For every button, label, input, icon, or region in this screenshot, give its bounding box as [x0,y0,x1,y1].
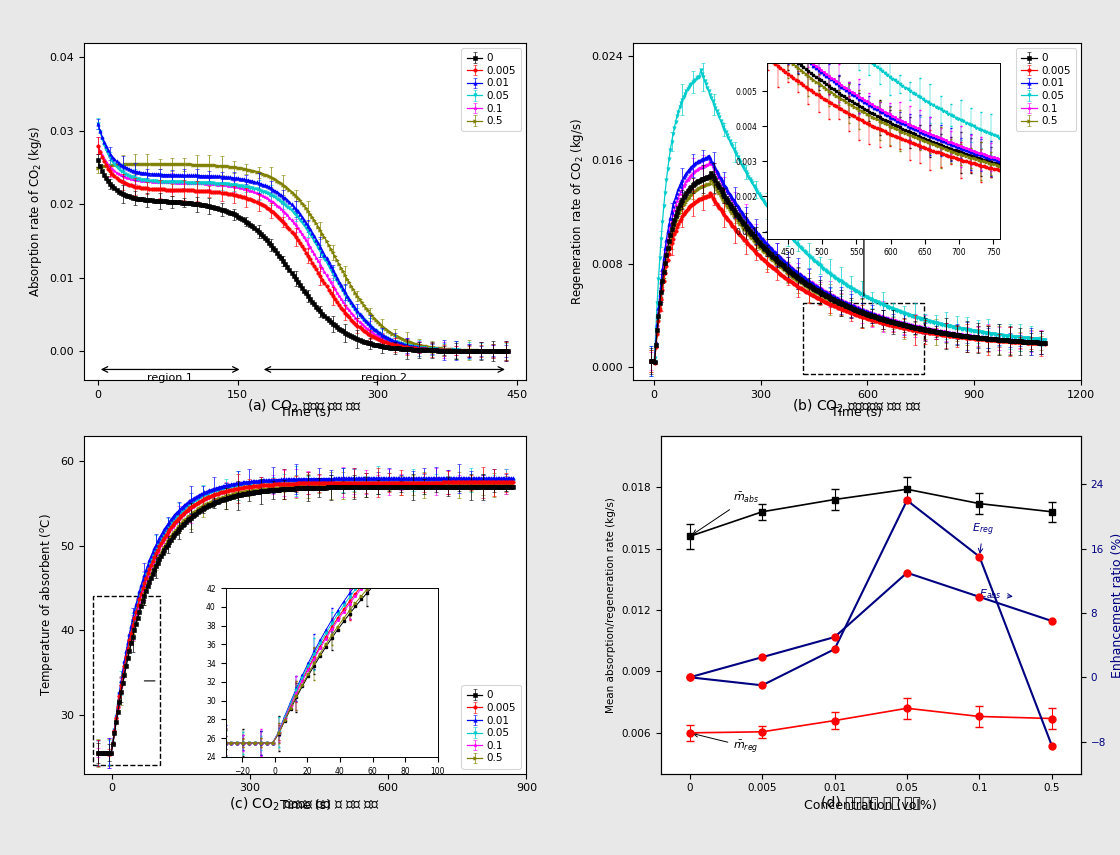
Text: $\bar{m}_{abs}$: $\bar{m}_{abs}$ [693,492,759,534]
Y-axis label: Absorption rate of CO$_2$ (kg/s): Absorption rate of CO$_2$ (kg/s) [27,126,44,298]
Bar [803,303,924,374]
X-axis label: Concentration (vol%): Concentration (vol%) [804,799,937,812]
Legend: 0, 0.005, 0.01, 0.05, 0.1, 0.5: 0, 0.005, 0.01, 0.05, 0.1, 0.5 [461,48,521,132]
Text: (d) 흡수재생 성능 향상: (d) 흡수재생 성능 향상 [821,795,922,809]
Text: (b) CO$_2$ 흡수재생율 평가 결과: (b) CO$_2$ 흡수재생율 평가 결과 [792,398,922,415]
Text: (c) CO$_2$ 흡수재생 과정 중 온도 변화: (c) CO$_2$ 흡수재생 과정 중 온도 변화 [230,795,380,812]
Y-axis label: Enhancement ratio (%): Enhancement ratio (%) [1111,533,1120,677]
Bar [93,597,160,765]
Text: region 1: region 1 [147,373,193,383]
X-axis label: Time (s): Time (s) [280,799,330,812]
Text: $E_{reg}$: $E_{reg}$ [972,522,993,553]
X-axis label: Time (s): Time (s) [280,406,330,419]
Y-axis label: Regeneration rate of CO$_2$ (kg/s): Regeneration rate of CO$_2$ (kg/s) [569,118,586,305]
Text: region 2: region 2 [361,373,407,383]
Y-axis label: Temperature of absorbent ($^o$C): Temperature of absorbent ($^o$C) [38,514,55,696]
Text: $E_{abs}$: $E_{abs}$ [979,587,1011,601]
Y-axis label: Mean absorption/regeneration rate (kg/s): Mean absorption/regeneration rate (kg/s) [606,497,616,713]
Legend: 0, 0.005, 0.01, 0.05, 0.1, 0.5: 0, 0.005, 0.01, 0.05, 0.1, 0.5 [461,685,521,769]
Text: $\bar{m}_{reg}$: $\bar{m}_{reg}$ [693,733,758,755]
X-axis label: Time (s): Time (s) [831,406,883,419]
Legend: 0, 0.005, 0.01, 0.05, 0.1, 0.5: 0, 0.005, 0.01, 0.05, 0.1, 0.5 [1016,48,1075,132]
Text: (a) CO$_2$ 흡수율 평가 결과: (a) CO$_2$ 흡수율 평가 결과 [248,398,362,415]
